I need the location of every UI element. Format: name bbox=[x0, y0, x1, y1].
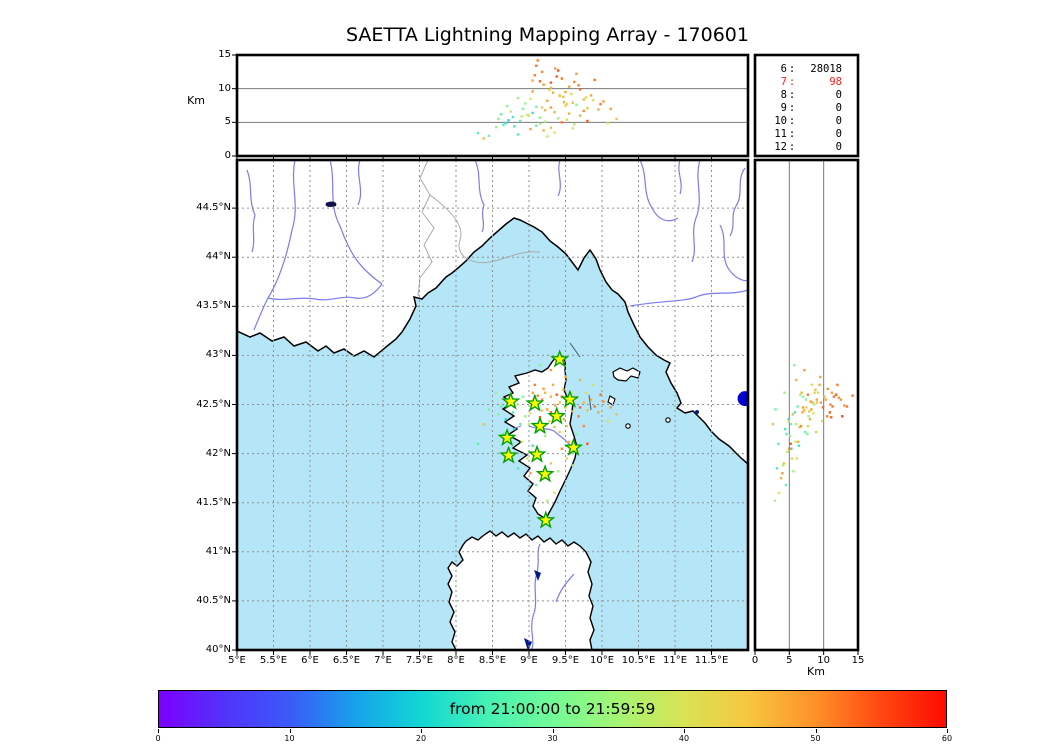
lon-tick-label: 5.5°E bbox=[259, 655, 288, 666]
station-star bbox=[527, 444, 547, 463]
station-star bbox=[501, 391, 521, 410]
receiver-marker bbox=[737, 391, 748, 407]
lon-tick-label: 5°E bbox=[228, 655, 246, 666]
colorbar-time-label: from 21:00:00 to 21:59:59 bbox=[449, 700, 656, 718]
lake bbox=[325, 201, 337, 207]
lon-tick-label: 10.5°E bbox=[621, 655, 656, 666]
lon-tick-label: 7°E bbox=[374, 655, 392, 666]
lon-tick-label: 6°E bbox=[301, 655, 319, 666]
corsica-island bbox=[501, 355, 578, 521]
track-line-1 bbox=[569, 342, 581, 358]
station-star bbox=[550, 349, 570, 368]
colorbar-tick bbox=[289, 729, 291, 733]
lat-tick-label: 41°N bbox=[205, 545, 231, 557]
lat-tick-label: 40.5°N bbox=[196, 594, 231, 606]
alt-tick-label: 15 bbox=[218, 49, 231, 60]
scatter-alt-lat bbox=[771, 364, 854, 502]
alt-lat-panel-border bbox=[753, 158, 860, 652]
stats-row: 11:0 bbox=[774, 128, 842, 140]
colorbar-tick bbox=[815, 729, 817, 733]
lat-tick-label: 44.5°N bbox=[196, 202, 231, 214]
coastline-mainland bbox=[237, 217, 748, 465]
lon-alt-panel-border bbox=[235, 53, 750, 158]
sardinia-island bbox=[447, 530, 595, 650]
lat-tick-label: 43.5°N bbox=[196, 300, 231, 312]
alt-axis-label-left: Km bbox=[187, 94, 205, 107]
station-star bbox=[560, 389, 580, 408]
stats-panel-border bbox=[753, 53, 860, 158]
colorbar-tick bbox=[552, 729, 554, 733]
map-gridlines bbox=[237, 160, 748, 650]
sardinia-rivers bbox=[530, 543, 575, 650]
lat-tick-label: 42.5°N bbox=[196, 398, 231, 410]
colorbar-tick-label: 60 bbox=[941, 734, 953, 743]
lat-tick-label: 42°N bbox=[205, 447, 231, 459]
station-star bbox=[525, 393, 545, 412]
sardinia-lake-2 bbox=[524, 638, 532, 650]
lon-tick-label: 9°E bbox=[520, 655, 538, 666]
track-line-2 bbox=[588, 394, 592, 411]
alt-right-tick-label: 10 bbox=[817, 655, 831, 666]
colorbar-tick-label: 20 bbox=[415, 734, 427, 743]
stats-row: 6:28018 bbox=[780, 63, 842, 75]
colorbar-tick bbox=[421, 729, 422, 733]
colorbar-tick bbox=[158, 729, 159, 733]
station-star bbox=[536, 510, 556, 529]
lon-tick-label: 10°E bbox=[589, 655, 615, 666]
alt-tick-label: 5 bbox=[224, 116, 231, 128]
scatter-lon-alt bbox=[476, 59, 618, 140]
station-star bbox=[530, 416, 550, 435]
lat-tick-label: 41.5°N bbox=[196, 496, 231, 508]
lon-tick-label: 6.5°E bbox=[332, 655, 361, 666]
station-star bbox=[497, 427, 517, 447]
lon-tick-label: 8°E bbox=[447, 655, 465, 666]
colorbar-tick-label: 40 bbox=[678, 734, 690, 743]
alt-axis-label-right: Km bbox=[807, 665, 825, 678]
alt-tick-label: 0 bbox=[224, 150, 231, 161]
page-title: SAETTA Lightning Mapping Array - 170601 bbox=[346, 24, 749, 46]
alt-tick-label: 10 bbox=[218, 82, 231, 94]
lon-tick-label: 7.5°E bbox=[405, 655, 434, 666]
colorbar-gradient bbox=[159, 691, 946, 727]
colorbar: from 21:00:00 to 21:59:59 bbox=[158, 690, 947, 728]
colorbar-tick-label: 10 bbox=[284, 734, 295, 743]
lat-tick-label: 40°N bbox=[205, 644, 231, 655]
stats-row: 7:98 bbox=[780, 76, 842, 88]
argentario-lagoon bbox=[695, 410, 699, 414]
colorbar-tick-label: 30 bbox=[547, 734, 558, 743]
alt-right-tick-label: 0 bbox=[751, 655, 759, 666]
dynamic-layer bbox=[232, 53, 860, 655]
montecristo-island bbox=[665, 417, 671, 423]
country-border bbox=[417, 160, 541, 297]
lon-tick-label: 11°E bbox=[662, 655, 688, 666]
stats-row: 10:0 bbox=[774, 115, 842, 127]
elba-island bbox=[612, 367, 641, 382]
corsica-river bbox=[528, 425, 573, 448]
stats-row: 8:0 bbox=[780, 89, 842, 101]
lon-tick-label: 9.5°E bbox=[551, 655, 580, 666]
station-star bbox=[499, 445, 519, 464]
sea-fill bbox=[237, 218, 748, 650]
lon-tick-label: 8.5°E bbox=[478, 655, 507, 666]
station-star bbox=[547, 406, 567, 425]
lat-tick-label: 43°N bbox=[205, 349, 231, 361]
alt-right-tick-label: 5 bbox=[786, 655, 793, 666]
station-stats-panel: 6:28018 7:98 8:0 9:0 10:0 11:0 12:0 bbox=[755, 55, 858, 156]
colorbar-tick bbox=[947, 729, 948, 733]
pianosa-island bbox=[625, 423, 631, 429]
lat-tick-label: 44°N bbox=[205, 251, 231, 263]
lon-tick-label: 11.5°E bbox=[694, 655, 729, 666]
colorbar-tick-label: 50 bbox=[810, 734, 821, 743]
station-star bbox=[563, 437, 584, 456]
alt-right-tick-label: 15 bbox=[851, 655, 865, 666]
colorbar-tick-label: 0 bbox=[155, 734, 161, 743]
scatter-map bbox=[476, 349, 748, 529]
station-star bbox=[535, 464, 555, 483]
stats-row: 12:0 bbox=[774, 141, 842, 153]
stats-row: 9:0 bbox=[780, 102, 842, 114]
colorbar-tick bbox=[684, 729, 685, 733]
sardinia-lake-1 bbox=[534, 570, 541, 581]
